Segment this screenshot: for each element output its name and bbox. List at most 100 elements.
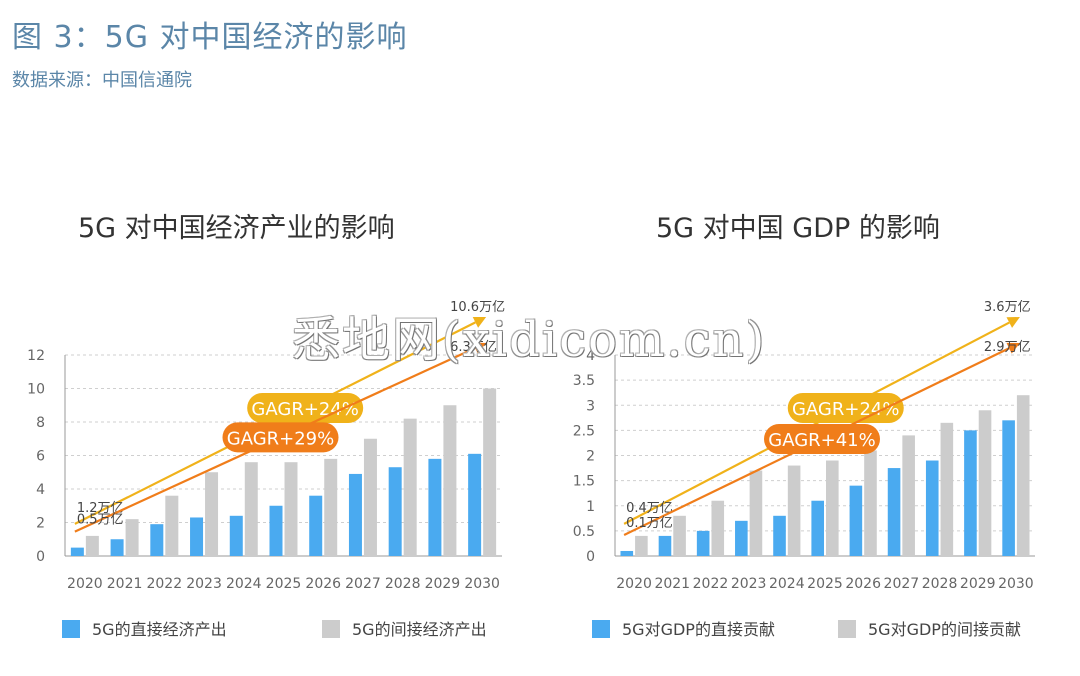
bar-indirect-2030 <box>483 388 497 556</box>
trend-start-label: 0.4万亿 <box>626 501 673 516</box>
bar-direct-2021 <box>110 539 124 556</box>
bar-indirect-2025 <box>826 460 839 556</box>
trend-end-label: 10.6万亿 <box>450 300 505 315</box>
bar-direct-2023 <box>190 517 204 556</box>
bar-direct-2025 <box>269 505 283 556</box>
bar-indirect-2026 <box>864 450 877 556</box>
bar-direct-2023 <box>735 520 748 556</box>
bar-direct-2026 <box>849 485 863 556</box>
bar-direct-2020 <box>620 550 634 556</box>
bar-indirect-2024 <box>244 462 258 556</box>
bar-indirect-2029 <box>978 410 992 556</box>
bar-indirect-2024 <box>787 465 801 556</box>
legend-label: 5G对GDP的直接贡献 <box>622 620 775 639</box>
trend-arrowhead-orange <box>1006 342 1020 354</box>
y-tick-label: 3 <box>586 398 595 414</box>
bar-direct-2030 <box>1002 420 1015 556</box>
x-tick-label: 2022 <box>146 576 182 592</box>
growth-badge-label: GAGR+29% <box>227 428 335 449</box>
bar-indirect-2028 <box>940 422 954 556</box>
x-tick-label: 2030 <box>998 576 1034 592</box>
bar-indirect-2025 <box>284 462 298 556</box>
x-tick-label: 2021 <box>107 576 143 592</box>
trend-arrowhead-yellow <box>472 317 487 328</box>
y-tick-label: 1 <box>586 499 595 515</box>
y-tick-label: 0 <box>36 549 45 565</box>
figure-title: 图 3：5G 对中国经济的影响 <box>12 20 408 55</box>
x-tick-label: 2030 <box>464 576 500 592</box>
chart-title-gdp: 5G 对中国 GDP 的影响 <box>656 213 940 244</box>
legend-label: 5G的直接经济产出 <box>92 620 227 639</box>
legend-label: 5G对GDP的间接贡献 <box>868 620 1021 639</box>
y-tick-label: 12 <box>27 348 45 364</box>
bar-indirect-2029 <box>443 405 457 556</box>
x-tick-label: 2028 <box>385 576 421 592</box>
x-tick-label: 2021 <box>654 576 690 592</box>
bar-direct-2028 <box>925 460 939 556</box>
bar-indirect-2022 <box>711 500 725 556</box>
y-tick-label: 6 <box>36 449 45 465</box>
bar-indirect-2023 <box>749 470 763 556</box>
growth-badge-label: GAGR+41% <box>768 430 876 451</box>
bar-indirect-2021 <box>673 515 686 556</box>
x-tick-label: 2027 <box>884 576 920 592</box>
y-tick-label: 3.5 <box>573 373 595 389</box>
watermark-text: 悉地网(xidicom.cn) <box>292 312 767 368</box>
x-tick-label: 2023 <box>731 576 767 592</box>
bar-direct-2024 <box>229 515 243 556</box>
bar-indirect-2023 <box>205 472 219 556</box>
y-tick-label: 4 <box>586 348 595 364</box>
growth-badge <box>787 393 904 424</box>
x-tick-label: 2029 <box>960 576 996 592</box>
bar-indirect-2020 <box>85 535 99 556</box>
bar-direct-2020 <box>70 547 84 556</box>
bar-indirect-2027 <box>363 438 377 556</box>
y-tick-label: 0 <box>586 549 595 565</box>
y-tick-label: 2 <box>586 449 595 465</box>
bar-direct-2029 <box>964 430 977 556</box>
trend-end-label: 6.3万亿 <box>450 340 497 355</box>
bar-indirect-2021 <box>125 519 139 556</box>
legend-swatch <box>62 620 80 638</box>
bar-direct-2021 <box>658 535 672 556</box>
trend-arrowhead-orange <box>472 342 487 354</box>
x-tick-label: 2028 <box>922 576 958 592</box>
trend-start-label: 1.2万亿 <box>77 501 124 516</box>
x-tick-label: 2027 <box>345 576 381 592</box>
bar-direct-2028 <box>388 467 402 556</box>
trend-end-label: 2.9万亿 <box>984 340 1031 355</box>
bar-indirect-2028 <box>403 418 417 556</box>
x-tick-label: 2024 <box>226 576 262 592</box>
legend-swatch <box>592 620 610 638</box>
y-tick-label: 1.5 <box>573 474 595 490</box>
y-tick-label: 2.5 <box>573 423 595 439</box>
bar-direct-2024 <box>773 515 786 556</box>
y-tick-label: 2 <box>36 516 45 532</box>
y-tick-label: 10 <box>27 382 45 398</box>
y-tick-label: 8 <box>36 415 45 431</box>
growth-badge <box>222 422 339 453</box>
y-tick-label: 0.5 <box>573 524 595 540</box>
x-tick-label: 2026 <box>845 576 881 592</box>
trend-end-label: 3.6万亿 <box>984 300 1031 315</box>
legend-swatch <box>838 620 856 638</box>
trend-line-yellow <box>623 321 1010 525</box>
bar-indirect-2026 <box>324 458 338 556</box>
x-tick-label: 2029 <box>425 576 461 592</box>
x-tick-label: 2022 <box>693 576 729 592</box>
chart-title-economy: 5G 对中国经济产业的影响 <box>78 213 395 244</box>
x-tick-label: 2026 <box>305 576 341 592</box>
bar-direct-2027 <box>348 473 362 556</box>
bar-direct-2027 <box>887 468 901 556</box>
growth-badge <box>764 423 880 454</box>
y-tick-label: 4 <box>36 482 45 498</box>
legend-swatch <box>322 620 340 638</box>
x-tick-label: 2025 <box>807 576 843 592</box>
bar-indirect-2022 <box>165 495 179 556</box>
bar-direct-2026 <box>309 495 323 556</box>
x-tick-label: 2024 <box>769 576 805 592</box>
growth-badge <box>247 393 364 424</box>
legend-label: 5G的间接经济产出 <box>352 620 487 639</box>
